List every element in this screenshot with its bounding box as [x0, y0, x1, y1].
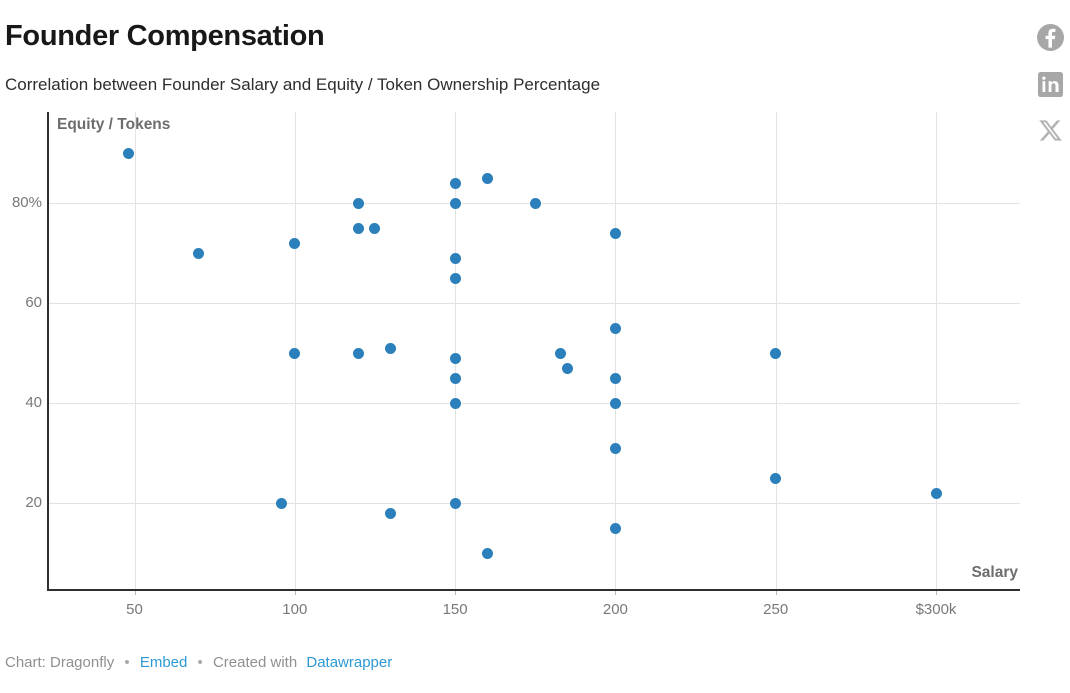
- x-tick-label: 50: [126, 601, 143, 618]
- data-point[interactable]: [449, 177, 461, 189]
- data-point[interactable]: [289, 237, 301, 249]
- y-axis-line: [47, 112, 49, 590]
- data-point[interactable]: [529, 197, 541, 209]
- data-point[interactable]: [609, 397, 621, 409]
- x-tick-label: 150: [442, 601, 468, 618]
- data-point[interactable]: [609, 442, 621, 454]
- data-point[interactable]: [276, 497, 288, 509]
- data-point[interactable]: [353, 197, 365, 209]
- facebook-icon: [1036, 24, 1064, 51]
- data-point[interactable]: [369, 222, 381, 234]
- x-gridline: [936, 112, 937, 590]
- data-point[interactable]: [449, 352, 461, 364]
- x-tick-label: 200: [602, 601, 628, 618]
- facebook-share-button[interactable]: [1036, 24, 1064, 51]
- data-point[interactable]: [449, 252, 461, 264]
- x-tick-mark: [134, 590, 136, 595]
- data-point[interactable]: [609, 322, 621, 334]
- chart-footer: Chart: Dragonfly • Embed • Created with …: [5, 654, 392, 671]
- data-point[interactable]: [449, 397, 461, 409]
- x-tick-label: 250: [763, 601, 789, 618]
- footer-separator: •: [197, 654, 203, 671]
- data-point[interactable]: [122, 147, 134, 159]
- data-point[interactable]: [353, 222, 365, 234]
- data-point[interactable]: [385, 507, 397, 519]
- data-point[interactable]: [449, 372, 461, 384]
- y-tick-label: 60: [25, 294, 42, 311]
- x-tick-mark: [615, 590, 617, 595]
- data-point[interactable]: [561, 362, 573, 374]
- x-gridline: [615, 112, 617, 590]
- data-point[interactable]: [609, 227, 621, 239]
- data-point[interactable]: [385, 342, 397, 354]
- data-point[interactable]: [449, 497, 461, 509]
- x-tick-mark: [455, 590, 457, 595]
- data-point[interactable]: [481, 172, 493, 184]
- y-axis-title: Equity / Tokens: [57, 116, 171, 133]
- y-tick-label: 40: [25, 394, 42, 411]
- share-toolbar: [1036, 24, 1064, 143]
- data-point[interactable]: [193, 247, 205, 259]
- x-gridline: [134, 112, 136, 590]
- data-point[interactable]: [930, 487, 942, 499]
- data-point[interactable]: [481, 547, 493, 559]
- y-tick-label: 20: [25, 494, 42, 511]
- linkedin-share-button[interactable]: [1037, 72, 1063, 97]
- x-axis-line: [47, 589, 1020, 591]
- footer-separator: •: [124, 654, 130, 671]
- y-tick-label: 80%: [11, 194, 42, 211]
- y-gridline: [47, 403, 1020, 404]
- data-point[interactable]: [449, 197, 461, 209]
- x-gridline: [455, 112, 457, 590]
- y-gridline: [47, 503, 1020, 504]
- footer-credit: Chart: Dragonfly: [5, 654, 115, 671]
- data-point[interactable]: [449, 272, 461, 284]
- data-point[interactable]: [770, 472, 782, 484]
- x-tick-label: 100: [282, 601, 308, 618]
- x-share-button[interactable]: [1038, 118, 1063, 143]
- data-point[interactable]: [609, 522, 621, 534]
- data-point[interactable]: [555, 347, 567, 359]
- linkedin-icon: [1037, 72, 1063, 97]
- x-tick-mark: [936, 590, 937, 595]
- embed-link[interactable]: Embed: [139, 654, 188, 671]
- page-title: Founder Compensation: [5, 20, 325, 52]
- x-icon: [1038, 120, 1062, 141]
- x-tick-mark: [294, 590, 296, 595]
- data-point[interactable]: [770, 347, 782, 359]
- y-gridline: [47, 303, 1020, 304]
- datawrapper-link[interactable]: Datawrapper: [306, 654, 393, 671]
- data-point[interactable]: [609, 372, 621, 384]
- x-tick-label: $300k: [915, 601, 957, 618]
- footer-created-with: Created with: [212, 654, 298, 671]
- data-point[interactable]: [289, 347, 301, 359]
- page-subtitle: Correlation between Founder Salary and E…: [5, 75, 601, 94]
- data-point[interactable]: [353, 347, 365, 359]
- x-axis-title: Salary: [971, 564, 1018, 581]
- x-tick-mark: [775, 590, 777, 595]
